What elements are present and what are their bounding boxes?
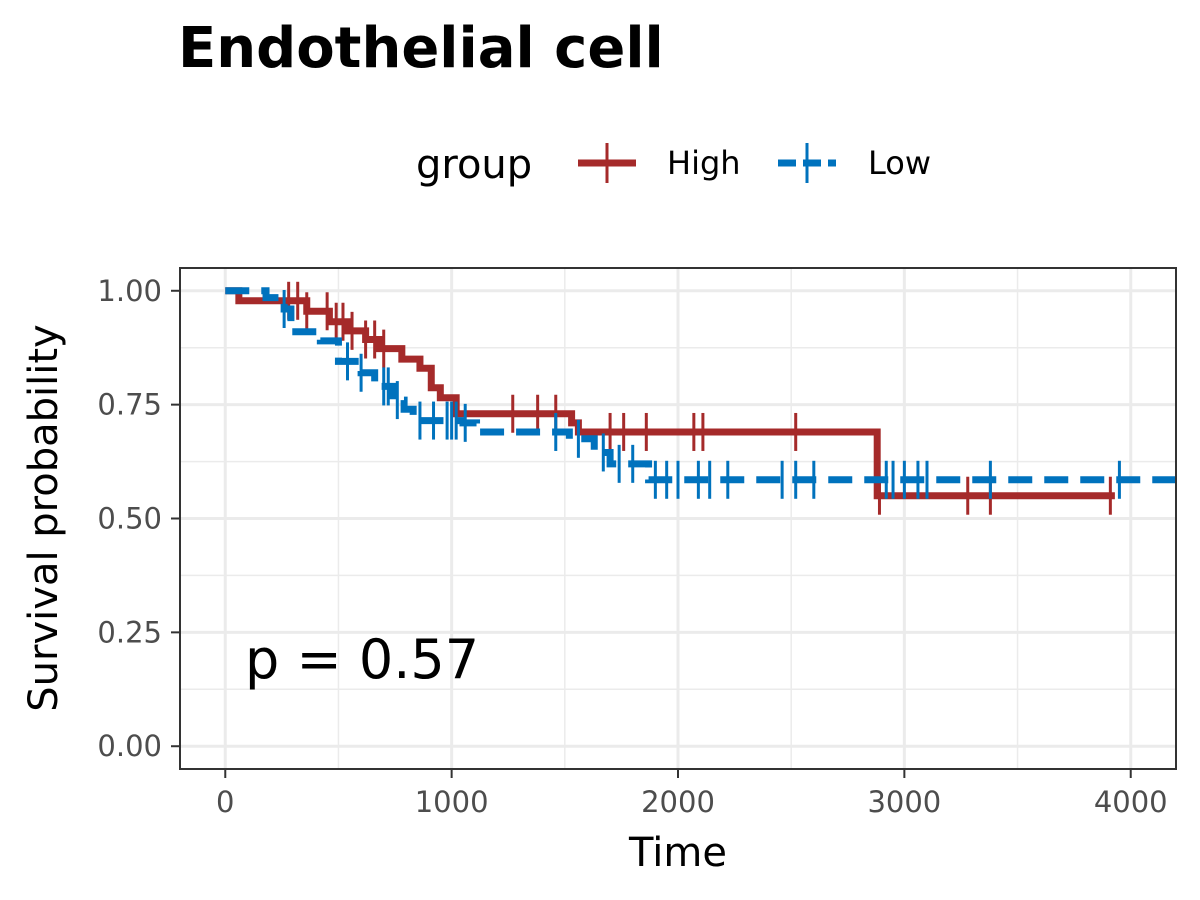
y-tick-label: 0.00 <box>97 729 162 763</box>
legend-title: group <box>416 142 532 188</box>
x-tick-label: 2000 <box>641 785 715 819</box>
x-tick-label: 0 <box>216 785 234 819</box>
y-tick-label: 0.25 <box>97 615 162 649</box>
y-tick-label: 1.00 <box>97 274 162 308</box>
x-axis-title: Time <box>628 830 727 876</box>
x-axis: 0 1000 2000 3000 4000 <box>216 769 1168 819</box>
legend-items: High Low <box>578 143 931 183</box>
y-axis: 0.00 0.25 0.50 0.75 1.00 <box>97 274 180 763</box>
x-tick-label: 1000 <box>415 785 489 819</box>
legend-label-low: Low <box>868 144 931 182</box>
legend-label-high: High <box>667 144 741 182</box>
legend: group High Low <box>416 142 931 188</box>
survival-line-low <box>225 287 1176 484</box>
y-tick-label: 0.75 <box>97 388 162 422</box>
grid <box>180 268 1176 769</box>
x-tick-label: 4000 <box>1094 785 1168 819</box>
x-tick-label: 3000 <box>867 785 941 819</box>
chart-title: Endothelial cell <box>178 16 664 81</box>
y-tick-label: 0.50 <box>97 502 162 536</box>
p-value-annotation: p = 0.57 <box>245 628 479 691</box>
series-low <box>225 287 1176 499</box>
survival-curves <box>225 281 1176 515</box>
y-axis-title: Survival probability <box>21 324 67 711</box>
